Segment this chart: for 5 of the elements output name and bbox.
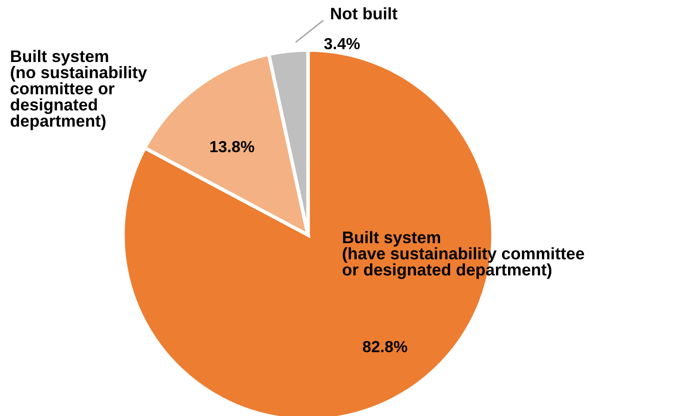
data-label: 13.8% xyxy=(210,140,254,152)
slice-label: Built system (no sustainability committee or designated department) xyxy=(10,50,147,130)
data-label: 3.4% xyxy=(324,38,360,50)
data-label: 82.8% xyxy=(362,340,408,352)
slice-label: Not built xyxy=(331,7,398,20)
